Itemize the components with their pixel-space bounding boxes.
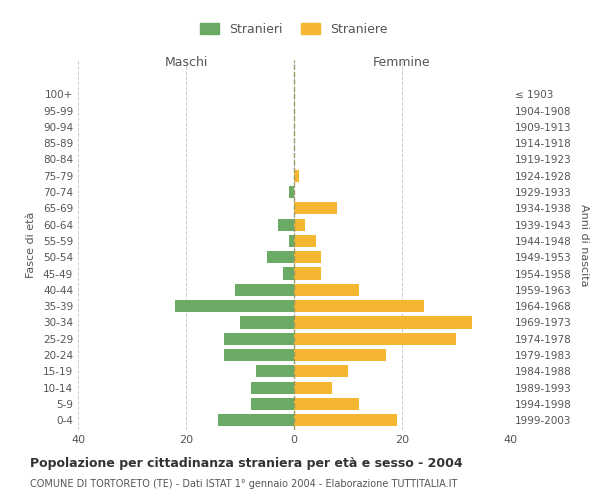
Y-axis label: Fasce di età: Fasce di età <box>26 212 36 278</box>
Bar <box>294 251 321 264</box>
Bar <box>175 300 294 312</box>
Bar <box>278 218 294 230</box>
Bar <box>240 316 294 328</box>
Bar <box>224 332 294 345</box>
Text: Popolazione per cittadinanza straniera per età e sesso - 2004: Popolazione per cittadinanza straniera p… <box>30 458 463 470</box>
Bar <box>294 170 299 182</box>
Legend: Stranieri, Straniere: Stranieri, Straniere <box>196 18 392 41</box>
Bar <box>251 398 294 410</box>
Bar <box>294 235 316 247</box>
Bar <box>294 202 337 214</box>
Bar <box>294 414 397 426</box>
Bar <box>294 332 456 345</box>
Bar <box>235 284 294 296</box>
Text: Femmine: Femmine <box>373 56 431 69</box>
Bar <box>267 251 294 264</box>
Bar <box>256 365 294 378</box>
Text: COMUNE DI TORTORETO (TE) - Dati ISTAT 1° gennaio 2004 - Elaborazione TUTTITALIA.: COMUNE DI TORTORETO (TE) - Dati ISTAT 1°… <box>30 479 457 489</box>
Bar <box>294 398 359 410</box>
Bar <box>294 382 332 394</box>
Bar <box>218 414 294 426</box>
Bar <box>294 365 348 378</box>
Bar <box>289 235 294 247</box>
Bar <box>251 382 294 394</box>
Bar <box>294 284 359 296</box>
Bar <box>289 186 294 198</box>
Bar <box>294 316 472 328</box>
Bar <box>294 300 424 312</box>
Bar <box>294 268 321 280</box>
Text: Maschi: Maschi <box>164 56 208 69</box>
Bar <box>294 218 305 230</box>
Y-axis label: Anni di nascita: Anni di nascita <box>578 204 589 286</box>
Bar <box>224 349 294 361</box>
Bar <box>294 349 386 361</box>
Bar <box>283 268 294 280</box>
